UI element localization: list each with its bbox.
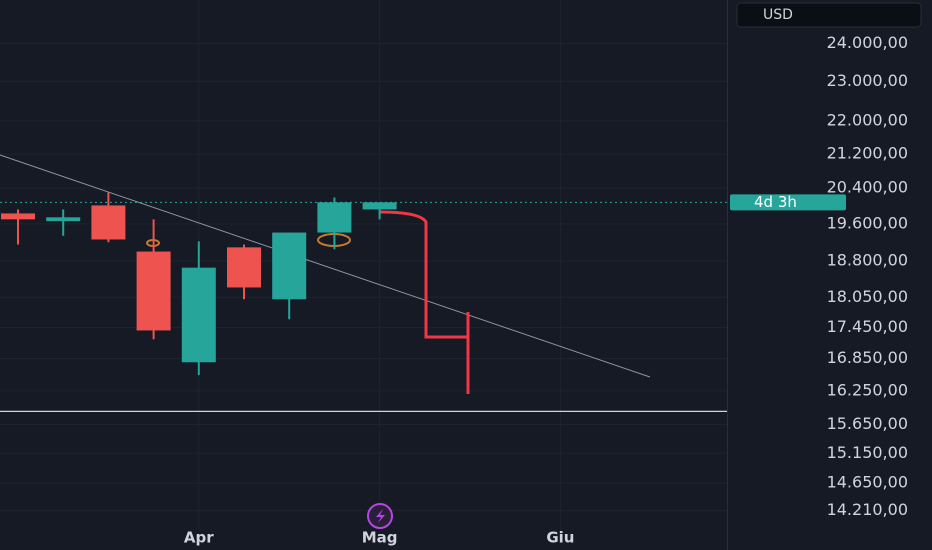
y-tick-label: 16.850,00: [827, 348, 908, 367]
candle-body: [136, 251, 171, 331]
y-tick-label: 14.210,00: [827, 500, 908, 519]
y-tick-label: 18.050,00: [827, 287, 908, 306]
events-bolt: [376, 509, 385, 523]
y-tick-label: 15.650,00: [827, 414, 908, 433]
currency-button[interactable]: [736, 2, 922, 28]
countdown-label: 4d 3h: [754, 193, 797, 211]
y-tick-label: 21.200,00: [827, 143, 908, 162]
y-tick-label: 16.250,00: [827, 380, 908, 399]
y-tick-label: 23.000,00: [827, 71, 908, 90]
candle-body: [272, 232, 307, 300]
x-tick-label: Apr: [184, 529, 214, 547]
trend-line: [0, 154, 651, 378]
y-tick-label: 22.000,00: [827, 110, 908, 129]
x-tick-label: Mag: [362, 529, 398, 547]
currency-label: USD: [763, 7, 793, 23]
candle-body: [91, 205, 126, 240]
y-tick-label: 24.000,00: [827, 33, 908, 52]
x-tick-label: Giu: [546, 529, 574, 547]
y-tick-label: 17.450,00: [827, 317, 908, 336]
y-tick-label: 14.650,00: [827, 473, 908, 492]
candle-body: [227, 247, 261, 288]
candle-body: [362, 202, 397, 210]
y-tick-label: 19.600,00: [827, 213, 908, 232]
projection-path: [379, 210, 470, 394]
y-tick-label: 15.150,00: [827, 443, 908, 462]
countdown-box: [730, 194, 846, 211]
candle-body: [181, 267, 216, 363]
y-tick-label: 18.800,00: [827, 250, 908, 269]
candle-body: [317, 202, 352, 233]
y-tick-label: 20.400,00: [827, 178, 908, 197]
candle-body: [1, 213, 35, 220]
candle-body: [46, 217, 81, 222]
